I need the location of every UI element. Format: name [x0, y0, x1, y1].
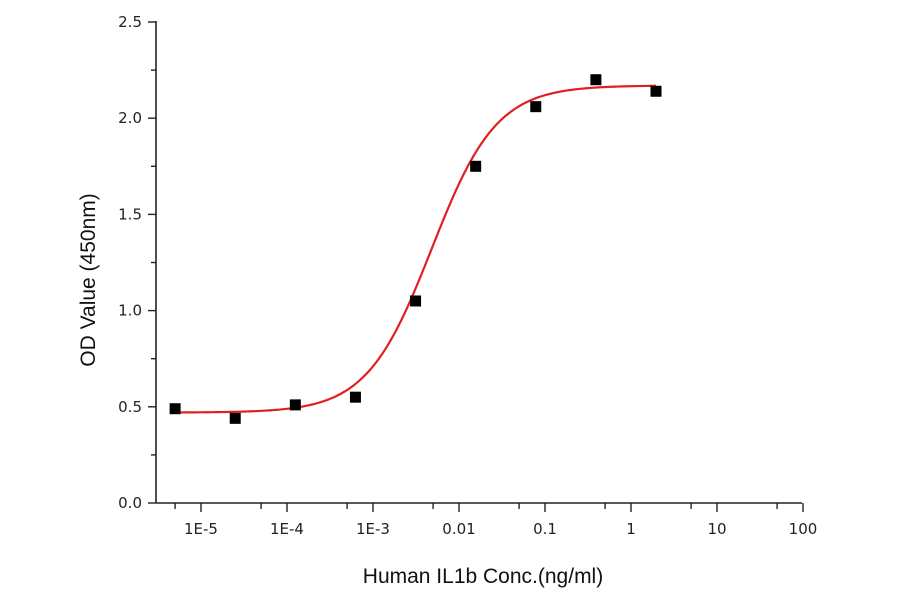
- data-point-marker: [470, 160, 482, 172]
- data-point-marker: [410, 295, 422, 307]
- data-point-marker: [590, 74, 602, 86]
- fit-curve: [175, 84, 657, 414]
- x-tick-label: 0.01: [442, 520, 475, 538]
- y-axis-title: OD Value (450nm): [77, 193, 100, 367]
- data-point-marker: [530, 101, 542, 113]
- data-point-marker: [650, 85, 662, 97]
- x-tick-label: 1E-5: [184, 520, 218, 538]
- x-tick-label: 100: [789, 520, 818, 538]
- y-tick-label: 0.0: [118, 494, 142, 512]
- x-tick-label: 0.1: [533, 520, 557, 538]
- plot-area: [169, 74, 662, 424]
- y-tick-label: 1.5: [118, 205, 142, 223]
- data-point-marker: [349, 391, 361, 403]
- data-point-marker: [169, 403, 181, 415]
- axes: 0.0 0.5 1.0 1.5 2.0 2.5 1E-5 1E-4 1E-3 0.01 0.1 1 10…: [118, 13, 817, 538]
- y-tick-label: 2.0: [118, 109, 142, 127]
- x-tick-label: 1E-3: [356, 520, 390, 538]
- x-tick-label: 1: [626, 520, 636, 538]
- data-point-marker: [289, 399, 301, 411]
- y-tick-label: 1.0: [118, 302, 142, 320]
- data-point-marker: [229, 412, 241, 424]
- y-tick-label: 0.5: [118, 398, 142, 416]
- x-tick-label: 10: [707, 520, 726, 538]
- x-tick-label: 1E-4: [270, 520, 304, 538]
- y-tick-label: 2.5: [118, 13, 142, 31]
- x-axis-title: Human IL1b Conc.(ng/ml): [363, 565, 603, 588]
